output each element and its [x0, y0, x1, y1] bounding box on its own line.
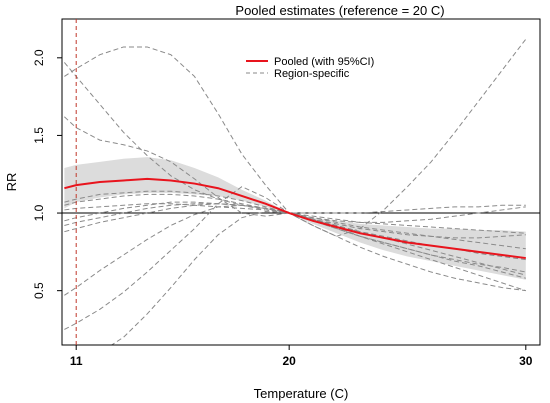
axes: 11 20 30 0.5 1.0 1.5 2.0	[32, 49, 533, 368]
y-tick-label: 1.0	[32, 204, 46, 221]
y-axis-title: RR	[4, 173, 19, 192]
pooled-series-line	[64, 177, 526, 260]
x-axis-title: Temperature (C)	[254, 386, 349, 401]
y-tick-label: 0.5	[32, 282, 46, 299]
plot-frame	[61, 18, 541, 346]
x-tick-label: 11	[70, 354, 83, 368]
plot-area	[62, 38, 540, 345]
chart-title: Pooled estimates (reference = 20 C)	[235, 3, 444, 18]
y-tick-label: 1.5	[32, 127, 46, 144]
x-tick-label: 20	[282, 354, 296, 368]
y-tick-label: 2.0	[32, 49, 46, 66]
legend-label: Pooled (with 95%CI)	[274, 56, 374, 68]
legend-label: Region-specific	[274, 68, 350, 80]
legend: Pooled (with 95%CI)Region-specific	[246, 56, 374, 80]
x-tick-label: 30	[519, 354, 533, 368]
